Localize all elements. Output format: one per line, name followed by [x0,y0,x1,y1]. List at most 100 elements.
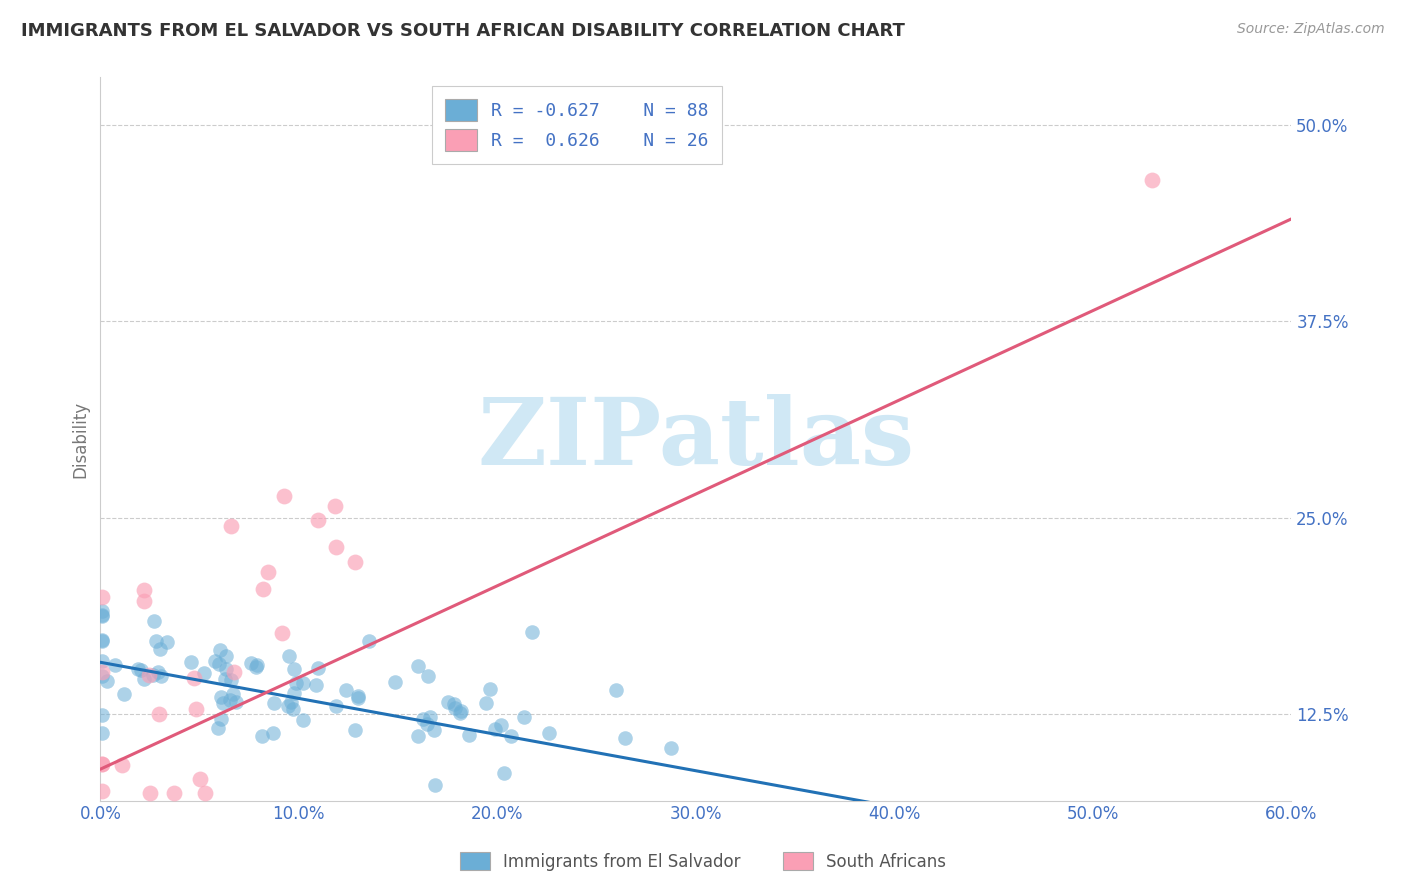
Point [155,634,177,648]
Point [207,721,229,735]
Point [224,665,246,679]
Point [188,772,211,787]
Point [96,674,118,689]
Point [347,690,370,705]
Point [325,698,347,713]
Point [501,729,523,743]
Point [284,675,307,690]
Point [457,728,479,742]
Point [280,695,302,709]
Point [180,655,202,669]
Point [444,701,467,715]
Legend: R = -0.627    N = 88, R =  0.626    N = 26: R = -0.627 N = 88, R = 0.626 N = 26 [432,87,721,164]
Point [138,786,160,800]
Point [148,707,170,722]
Point [193,666,215,681]
Point [325,540,347,554]
Point [263,697,285,711]
Point [184,702,207,716]
Point [91,607,114,622]
Point [443,697,465,711]
Point [91,665,114,679]
Point [91,784,114,798]
Point [513,710,536,724]
Point [418,669,440,683]
Point [406,729,429,743]
Point [91,669,114,683]
Point [212,696,235,710]
Point [214,672,236,686]
Point [450,704,472,718]
Point [215,649,238,664]
Point [208,642,231,657]
Point [475,697,498,711]
Point [149,669,172,683]
Point [419,710,441,724]
Point [91,609,114,624]
Point [1142,172,1164,186]
Point [538,726,561,740]
Point [343,555,366,569]
Point [449,706,471,720]
Point [522,625,544,640]
Point [225,695,247,709]
Point [127,662,149,676]
Point [412,712,434,726]
Point [613,731,636,746]
Point [104,658,127,673]
Point [277,699,299,714]
Point [343,723,366,737]
Point [91,726,114,740]
Point [283,662,305,676]
Point [218,693,240,707]
Point [283,686,305,700]
Point [129,663,152,677]
Point [134,594,156,608]
Point [91,707,114,722]
Point [239,656,262,670]
Point [305,678,328,692]
Point [214,662,236,676]
Point [484,723,506,737]
Point [307,513,329,527]
Point [270,626,292,640]
Point [91,633,114,648]
Point [250,729,273,743]
Point [283,702,305,716]
Point [194,786,217,800]
Point [91,604,114,618]
Point [163,786,186,800]
Point [91,756,114,771]
Point [91,634,114,648]
Point [323,500,346,514]
Point [278,649,301,664]
Point [146,665,169,680]
Point [491,718,513,732]
Point [273,489,295,503]
Point [209,712,232,726]
Point [256,566,278,580]
Legend: Immigrants from El Salvador, South Africans: Immigrants from El Salvador, South Afric… [451,844,955,880]
Text: IMMIGRANTS FROM EL SALVADOR VS SOUTH AFRICAN DISABILITY CORRELATION CHART: IMMIGRANTS FROM EL SALVADOR VS SOUTH AFR… [21,22,905,40]
Point [91,756,114,771]
Point [204,654,226,668]
Point [183,671,205,685]
Point [659,740,682,755]
Point [492,766,515,780]
Point [292,713,315,727]
Point [143,614,166,628]
Point [423,778,446,792]
Point [357,633,380,648]
Point [111,757,134,772]
Text: Source: ZipAtlas.com: Source: ZipAtlas.com [1237,22,1385,37]
Point [335,682,357,697]
Point [262,726,284,740]
Point [114,687,136,701]
Text: ZIPatlas: ZIPatlas [477,394,914,484]
Y-axis label: Disability: Disability [72,401,89,477]
Point [219,518,242,533]
Point [149,642,172,657]
Point [246,658,269,673]
Point [408,659,430,673]
Point [138,668,160,682]
